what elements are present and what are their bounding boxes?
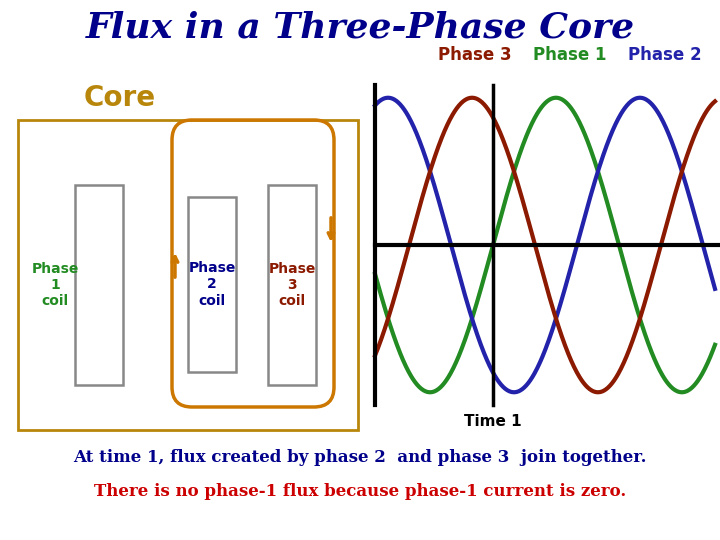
Bar bbox=[268, 185, 316, 385]
Text: At time 1, flux created by phase 2  and phase 3  join together.: At time 1, flux created by phase 2 and p… bbox=[73, 449, 647, 467]
Bar bbox=[75, 185, 123, 385]
Text: Phase 2: Phase 2 bbox=[628, 46, 702, 64]
Bar bbox=[18, 120, 358, 430]
Text: Phase
2
coil: Phase 2 coil bbox=[189, 261, 235, 308]
Text: Flux in a Three-Phase Core: Flux in a Three-Phase Core bbox=[86, 11, 634, 45]
Text: Phase
1
coil: Phase 1 coil bbox=[31, 262, 78, 308]
Text: Time 1: Time 1 bbox=[464, 415, 522, 429]
Text: Core: Core bbox=[84, 84, 156, 112]
Text: Phase
3
coil: Phase 3 coil bbox=[269, 262, 315, 308]
Text: Phase 1: Phase 1 bbox=[534, 46, 607, 64]
Text: There is no phase-1 flux because phase-1 current is zero.: There is no phase-1 flux because phase-1… bbox=[94, 483, 626, 501]
Bar bbox=[188, 197, 236, 372]
Text: Phase 3: Phase 3 bbox=[438, 46, 512, 64]
